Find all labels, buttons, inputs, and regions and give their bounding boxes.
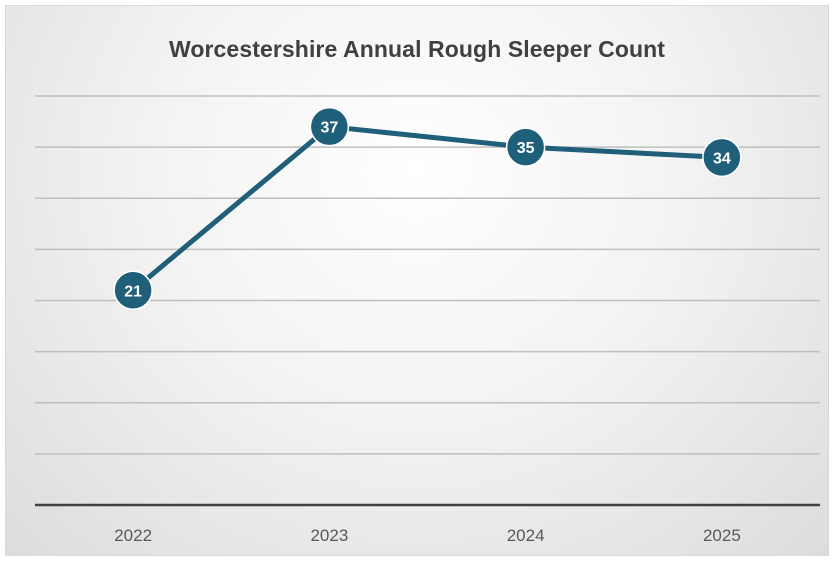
chart-area: Worcestershire Annual Rough Sleeper Coun… xyxy=(5,5,829,556)
x-tick-label: 2022 xyxy=(114,526,152,545)
x-tick-label: 2025 xyxy=(703,526,741,545)
data-label: 21 xyxy=(124,283,142,300)
data-label: 35 xyxy=(517,140,535,157)
data-point-marker xyxy=(702,137,742,178)
data-point-marker xyxy=(113,270,153,311)
data-point-marker xyxy=(505,127,546,167)
series-line xyxy=(130,124,725,293)
data-point-marker xyxy=(309,106,350,147)
x-tick-label: 2023 xyxy=(310,526,348,545)
data-label: 34 xyxy=(713,150,731,167)
x-tick-label: 2024 xyxy=(507,526,545,545)
data-label: 37 xyxy=(320,120,338,137)
chart-title: Worcestershire Annual Rough Sleeper Coun… xyxy=(168,36,666,62)
line-chart-plot: 2022 2023 2024 2025 21 37 35 34 xyxy=(35,95,820,545)
